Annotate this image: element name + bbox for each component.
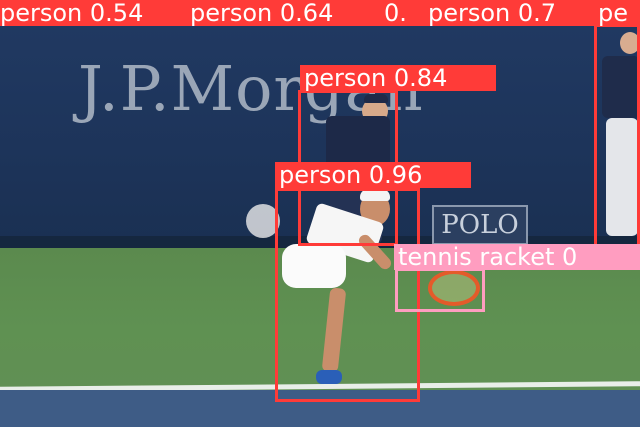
bbox-person-edge-right bbox=[594, 24, 640, 250]
tennis-ball-blur bbox=[246, 204, 280, 238]
line-judge-pants bbox=[606, 118, 638, 236]
polo-sign: POLO bbox=[432, 205, 528, 245]
label-det-1: person 0.54 bbox=[0, 0, 200, 26]
player-shorts bbox=[282, 244, 346, 288]
player-cap bbox=[360, 189, 390, 201]
line-judge bbox=[598, 30, 640, 245]
line-judge-head bbox=[620, 32, 640, 54]
label-det-4: person 0.7 bbox=[424, 0, 602, 26]
label-det-6: person 0.84 bbox=[300, 65, 496, 91]
label-det-8: tennis racket 0 bbox=[394, 244, 640, 270]
bbox-person-player bbox=[275, 188, 420, 402]
tennis-player bbox=[280, 186, 420, 398]
bbox-tennis-racket bbox=[395, 268, 485, 312]
ball-kid-cap bbox=[364, 94, 388, 103]
label-det-5: pe bbox=[594, 0, 640, 26]
player-shoe bbox=[316, 370, 342, 384]
tennis-racket bbox=[428, 270, 480, 306]
line-judge-shirt bbox=[602, 56, 640, 118]
court-outside bbox=[0, 390, 640, 427]
label-det-7: person 0.96 bbox=[275, 162, 471, 188]
label-det-2: person 0.64 bbox=[186, 0, 390, 26]
